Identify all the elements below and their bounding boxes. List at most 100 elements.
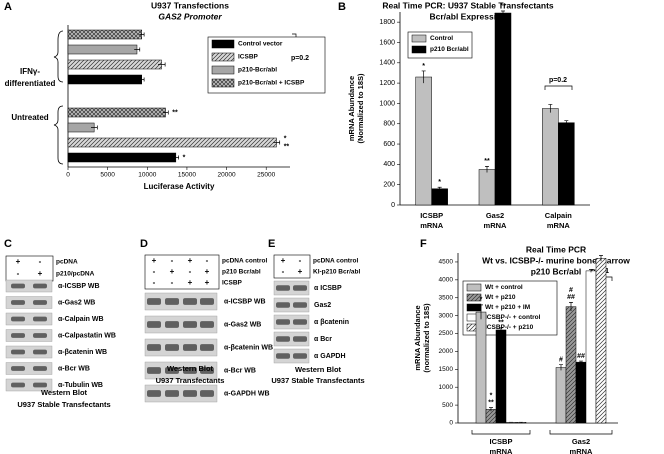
bar xyxy=(595,258,607,424)
band-label: α-ICSBP WB xyxy=(224,298,266,305)
error-bar xyxy=(589,269,593,273)
blot-band xyxy=(33,349,47,355)
error-bar xyxy=(559,364,563,371)
y-tick-label: 1600 xyxy=(379,39,395,46)
annotation: p=0.2 xyxy=(291,55,309,62)
significance-mark: ** xyxy=(500,3,506,10)
band-label: α Bcr xyxy=(314,336,332,343)
blot-band xyxy=(33,333,47,338)
y-axis-label: mRNA Abundance xyxy=(347,76,356,141)
x-tick-label: 20000 xyxy=(218,172,236,179)
band-label: α-Tubulin WB xyxy=(58,382,103,389)
blot-caption: Western Blot xyxy=(295,365,342,374)
legend-label: Control xyxy=(430,35,453,42)
group-brace xyxy=(53,30,64,83)
blot-strip xyxy=(5,362,53,375)
panel-label: B xyxy=(338,1,346,13)
significance-mark: ## xyxy=(567,294,575,301)
blot-band xyxy=(11,316,25,322)
condition-label: ICSBP xyxy=(222,280,243,287)
lane-sign: + xyxy=(188,278,193,287)
x-tick-label: 0 xyxy=(66,172,70,179)
error-bar xyxy=(162,110,169,115)
y-tick-label: 2500 xyxy=(439,330,454,337)
bar xyxy=(542,108,559,206)
blot-strip xyxy=(5,279,53,293)
category-label: Gas2 xyxy=(486,211,504,220)
panel-label: F xyxy=(420,238,427,250)
blot-strip xyxy=(273,280,310,296)
blot-band xyxy=(165,321,179,328)
y-tick-label: 400 xyxy=(383,161,395,168)
y-tick-label: 1800 xyxy=(379,19,395,26)
condition-box xyxy=(144,254,220,290)
legend-label: ICSBP xyxy=(238,54,259,61)
condition-label: pcDNA control xyxy=(313,258,358,265)
blot-band xyxy=(165,367,179,374)
chart-title: Real Time PCR xyxy=(526,244,586,254)
blot-band xyxy=(183,298,197,305)
band-label: α-GAPDH WB xyxy=(224,390,270,397)
bar xyxy=(67,59,162,70)
y-tick-label: 3500 xyxy=(439,294,454,301)
blot-strip xyxy=(273,314,310,330)
chart-subtitle: p210 Bcr/abl xyxy=(531,266,582,276)
lane-sign: + xyxy=(170,267,175,276)
bar xyxy=(555,367,567,424)
significance-mark: * xyxy=(438,179,441,186)
chart-subtitle: Bcr/abl Expression xyxy=(429,11,506,21)
y-tick-label: 500 xyxy=(442,402,453,409)
condition-label: p210 Bcr/abl xyxy=(222,269,261,276)
bar xyxy=(485,409,497,424)
y-tick-label: 1000 xyxy=(439,384,454,391)
error-bar xyxy=(90,125,98,130)
x-axis-label: Luciferase Activity xyxy=(144,182,215,191)
lane-sign: - xyxy=(206,256,209,265)
condition-box xyxy=(273,254,311,279)
lane-sign: - xyxy=(299,256,302,265)
lane-sign: + xyxy=(188,256,193,265)
blot-band xyxy=(183,344,197,351)
annotation: p=0.2 xyxy=(549,77,567,84)
condition-label: p210/pcDNA xyxy=(56,271,95,278)
bar xyxy=(67,137,277,148)
blot-band xyxy=(33,283,47,289)
blot-band xyxy=(200,390,214,397)
legend-swatch xyxy=(466,283,482,292)
category-label: IFNγ- xyxy=(20,67,40,76)
y-axis-label: (normalized to 18S) xyxy=(422,303,431,373)
y-axis-label: mRNA Abundance xyxy=(413,305,422,370)
category-label: Gas2 xyxy=(572,437,590,446)
category-label: ICSBP xyxy=(420,211,443,220)
blot-band xyxy=(11,283,25,289)
band-label: α-Calpain WB xyxy=(58,316,104,323)
blot-band xyxy=(11,349,25,355)
blot-band xyxy=(200,298,214,305)
significance-mark: ** xyxy=(484,158,490,165)
chart-subtitle: GAS2 Promoter xyxy=(158,11,222,21)
band-label: α ICSBP xyxy=(314,285,342,292)
y-tick-label: 1200 xyxy=(379,80,395,87)
blot-band xyxy=(165,390,179,397)
blot-strip xyxy=(144,315,218,334)
blot-band xyxy=(276,336,290,342)
error-bar xyxy=(273,140,281,145)
group-brace xyxy=(53,105,64,165)
condition-label: pcDNA control xyxy=(222,258,267,265)
blot-strip xyxy=(144,338,218,357)
significance-mark: ** xyxy=(172,109,178,116)
lane-sign: - xyxy=(153,267,156,276)
bar xyxy=(494,12,512,206)
category-label: mRNA xyxy=(490,447,514,454)
bar xyxy=(478,169,496,206)
error-bar xyxy=(479,304,483,320)
y-tick-label: 2000 xyxy=(439,348,454,355)
category-label: Calpain xyxy=(545,211,573,220)
category-label: mRNA xyxy=(547,221,571,230)
legend-label: Control vector xyxy=(238,41,283,48)
category-label: mRNA xyxy=(570,447,594,454)
bar xyxy=(475,311,487,424)
y-tick-label: 4000 xyxy=(439,277,454,284)
blot-band xyxy=(33,300,47,305)
band-label: α-βcatenin WB xyxy=(224,344,273,351)
